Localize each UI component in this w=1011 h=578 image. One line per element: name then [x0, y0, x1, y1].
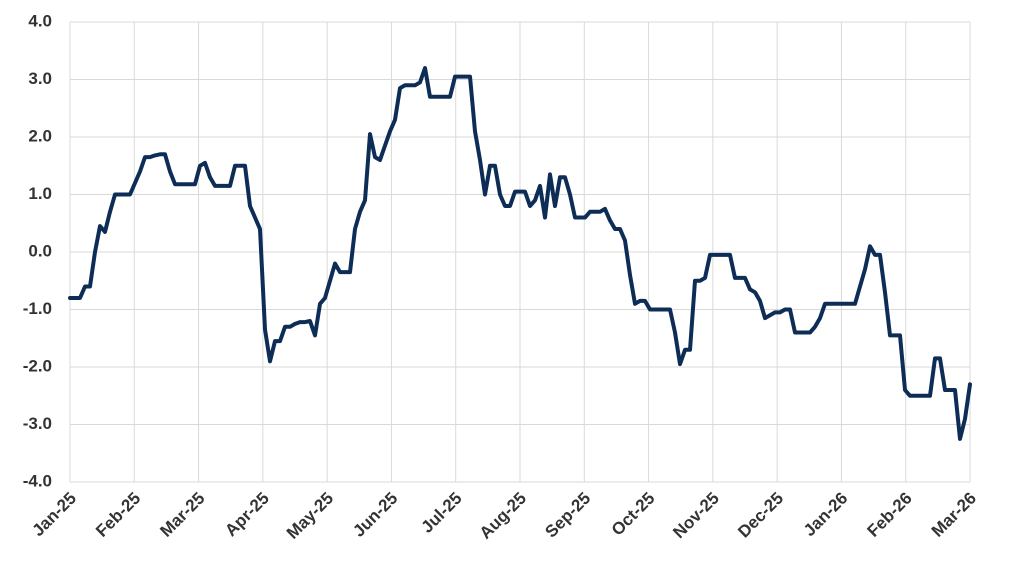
x-tick-label: Feb-26 — [864, 489, 916, 541]
x-tick-label: Aug-25 — [476, 489, 530, 543]
x-tick-label: Jan-25 — [28, 489, 80, 541]
y-tick-label: -4.0 — [23, 471, 52, 490]
x-tick-label: Apr-25 — [221, 489, 273, 541]
x-tick-label: Mar-25 — [156, 489, 208, 541]
y-tick-label: 4.0 — [28, 11, 52, 30]
x-tick-label: Mar-26 — [928, 489, 980, 541]
x-tick-label: Jul-25 — [418, 489, 466, 537]
x-tick-label: Sep-25 — [541, 489, 594, 542]
x-tick-label: Feb-25 — [92, 489, 144, 541]
y-tick-label: -2.0 — [23, 356, 52, 375]
x-tick-label: Jan-26 — [800, 489, 852, 541]
x-tick-label: Jun-25 — [349, 489, 401, 541]
x-tick-label: Nov-25 — [669, 489, 723, 543]
y-tick-label: 2.0 — [28, 126, 52, 145]
y-tick-label: -1.0 — [23, 299, 52, 318]
line — [68, 66, 972, 441]
y-tick-label: 0.0 — [28, 241, 52, 260]
y-tick-label: 1.0 — [28, 184, 52, 203]
x-tick-label: Oct-25 — [608, 489, 659, 540]
x-tick-label: Dec-25 — [734, 489, 787, 542]
x-tick-label: May-25 — [283, 489, 337, 543]
y-tick-label: -3.0 — [23, 414, 52, 433]
y-tick-label: 3.0 — [28, 69, 52, 88]
